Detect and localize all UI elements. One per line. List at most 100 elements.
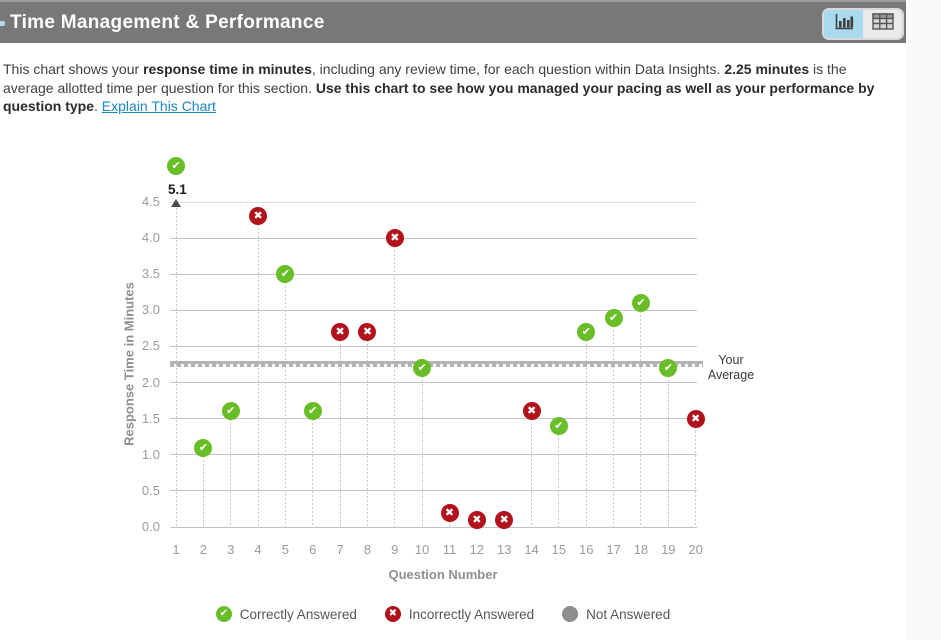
y-tick-label-4.5: 4.5 <box>141 194 160 209</box>
x-tick-label-18: 18 <box>633 542 649 557</box>
x-tick-label-10: 10 <box>414 542 430 557</box>
point-q5-correct[interactable]: ✔ <box>276 265 295 284</box>
report-card: Time Management & Performance <box>0 0 906 622</box>
x-tick-label-4: 4 <box>254 542 262 557</box>
legend-item-correct: ✔ Correctly Answered <box>215 606 357 622</box>
description-text: . <box>94 98 102 114</box>
point-q15-correct[interactable]: ✔ <box>549 416 568 435</box>
leader-line-q3 <box>230 411 232 527</box>
gridline-1.5 <box>170 418 697 420</box>
point-q17-correct[interactable]: ✔ <box>604 308 623 327</box>
leader-line-q20 <box>695 418 697 527</box>
point-q16-correct[interactable]: ✔ <box>577 323 596 341</box>
legend-item-incorrect: ✖ Incorrectly Answered <box>384 606 535 622</box>
offscale-up-arrow-icon <box>171 199 181 207</box>
gridline-3.0 <box>170 309 697 311</box>
x-tick-label-11: 11 <box>442 542 457 557</box>
leader-line-q2 <box>202 447 204 527</box>
point-q6-correct[interactable]: ✔ <box>303 402 322 421</box>
point-q20-incorrect[interactable]: ✖ <box>686 409 705 428</box>
point-q3-correct[interactable]: ✔ <box>221 402 240 421</box>
leader-line-q17 <box>613 317 615 527</box>
leader-line-q19 <box>667 368 669 527</box>
x-tick-label-19: 19 <box>661 542 676 557</box>
x-tick-label-9: 9 <box>391 542 399 557</box>
gridline-3.5 <box>170 273 697 275</box>
point-q9-incorrect[interactable]: ✖ <box>385 229 404 248</box>
page-title: Time Management & Performance <box>10 12 325 33</box>
point-q1-correct[interactable]: ✔ <box>167 157 185 175</box>
leader-line-q5 <box>284 274 286 527</box>
x-tick-label-13: 13 <box>496 542 512 557</box>
leader-line-q14 <box>531 411 533 527</box>
point-q18-correct[interactable]: ✔ <box>631 294 650 313</box>
leader-line-q4 <box>257 216 259 527</box>
x-tick-label-8: 8 <box>363 542 372 557</box>
y-axis-title: Response Time in Minutes <box>121 282 137 446</box>
chart-description: This chart shows your response time in m… <box>3 60 889 116</box>
y-tick-label-2.5: 2.5 <box>141 338 160 354</box>
gridline-1.0 <box>170 454 697 456</box>
chart-view-button[interactable] <box>824 10 863 38</box>
point-q19-correct[interactable]: ✔ <box>659 359 678 378</box>
point-q10-correct[interactable]: ✔ <box>413 359 432 378</box>
description-text: This chart shows your <box>3 61 144 77</box>
gridline-0.0 <box>170 526 697 528</box>
your-average-line <box>170 360 703 367</box>
gridline-0.5 <box>170 490 697 492</box>
y-tick-label-3.5: 3.5 <box>141 266 160 282</box>
point-q4-incorrect[interactable]: ✖ <box>249 207 268 226</box>
chart-legend: ✔ Correctly Answered ✖ Incorrectly Answered… <box>0 606 886 622</box>
clipped-glyph <box>0 21 5 26</box>
description-bold-text: response time in minutes <box>143 61 312 77</box>
leader-line-q1 <box>175 208 177 527</box>
legend-item-not_answered: Not Answered <box>562 606 670 622</box>
point-q12-incorrect[interactable]: ✖ <box>467 510 486 529</box>
dot-icon <box>562 606 579 622</box>
y-tick-label-2.0: 2.0 <box>141 374 160 390</box>
description-bold-text: 2.25 minutes <box>724 61 810 77</box>
point-q8-incorrect[interactable]: ✖ <box>358 323 377 341</box>
explain-chart-link[interactable]: Explain This Chart <box>101 98 216 114</box>
x-tick-label-1: 1 <box>172 542 180 557</box>
description-bold-text: Use this chart to see how you managed yo… <box>3 79 875 115</box>
bar-chart-icon <box>834 13 854 36</box>
x-tick-label-17: 17 <box>606 542 621 557</box>
leader-line-q9 <box>394 238 396 527</box>
gridline-4.0 <box>170 237 697 239</box>
leader-line-q10 <box>421 368 423 527</box>
response-time-chart: 0.0 0.5 1.0 1.5 2.0 2.5 3.0 3.5 4.0 4.5 1 2 3 4 5 6 7 8 9 1… <box>121 157 755 582</box>
leader-line-q15 <box>558 425 560 527</box>
x-tick-label-15: 15 <box>551 542 567 557</box>
leader-line-q7 <box>339 332 341 527</box>
y-tick-label-3.0: 3.0 <box>141 302 160 318</box>
check-icon: ✔ <box>215 606 232 622</box>
x-tick-label-2: 2 <box>199 542 207 557</box>
x-tick-label-6: 6 <box>309 542 317 557</box>
section-header: Time Management & Performance <box>0 0 906 43</box>
leader-line-q16 <box>585 332 587 527</box>
x-tick-label-20: 20 <box>688 542 703 557</box>
x-tick-label-5: 5 <box>281 542 289 557</box>
leader-line-q8 <box>366 332 368 527</box>
x-axis-title: Question Number <box>388 567 498 582</box>
leader-line-q6 <box>312 411 314 527</box>
y-tick-label-1.5: 1.5 <box>141 410 160 426</box>
x-tick-label-16: 16 <box>579 542 594 557</box>
legend-label: Not Answered <box>586 606 671 622</box>
y-tick-label-4.0: 4.0 <box>141 230 160 246</box>
point-q7-incorrect[interactable]: ✖ <box>331 323 350 341</box>
view-toggle-group <box>822 8 904 40</box>
point-q14-incorrect[interactable]: ✖ <box>522 402 541 421</box>
your-average-label: Your Average <box>707 353 755 382</box>
gridline-4.5 <box>170 201 697 203</box>
point-q11-incorrect[interactable]: ✖ <box>440 503 459 522</box>
y-tick-label-1.0: 1.0 <box>141 446 160 462</box>
leader-line-q18 <box>640 303 642 527</box>
point-q13-incorrect[interactable]: ✖ <box>495 510 514 529</box>
offscale-value-label: 5.1 <box>168 182 187 197</box>
legend-label: Incorrectly Answered <box>408 606 535 622</box>
point-q2-correct[interactable]: ✔ <box>194 438 213 457</box>
legend-label: Correctly Answered <box>239 606 357 622</box>
table-view-button[interactable] <box>863 10 902 38</box>
